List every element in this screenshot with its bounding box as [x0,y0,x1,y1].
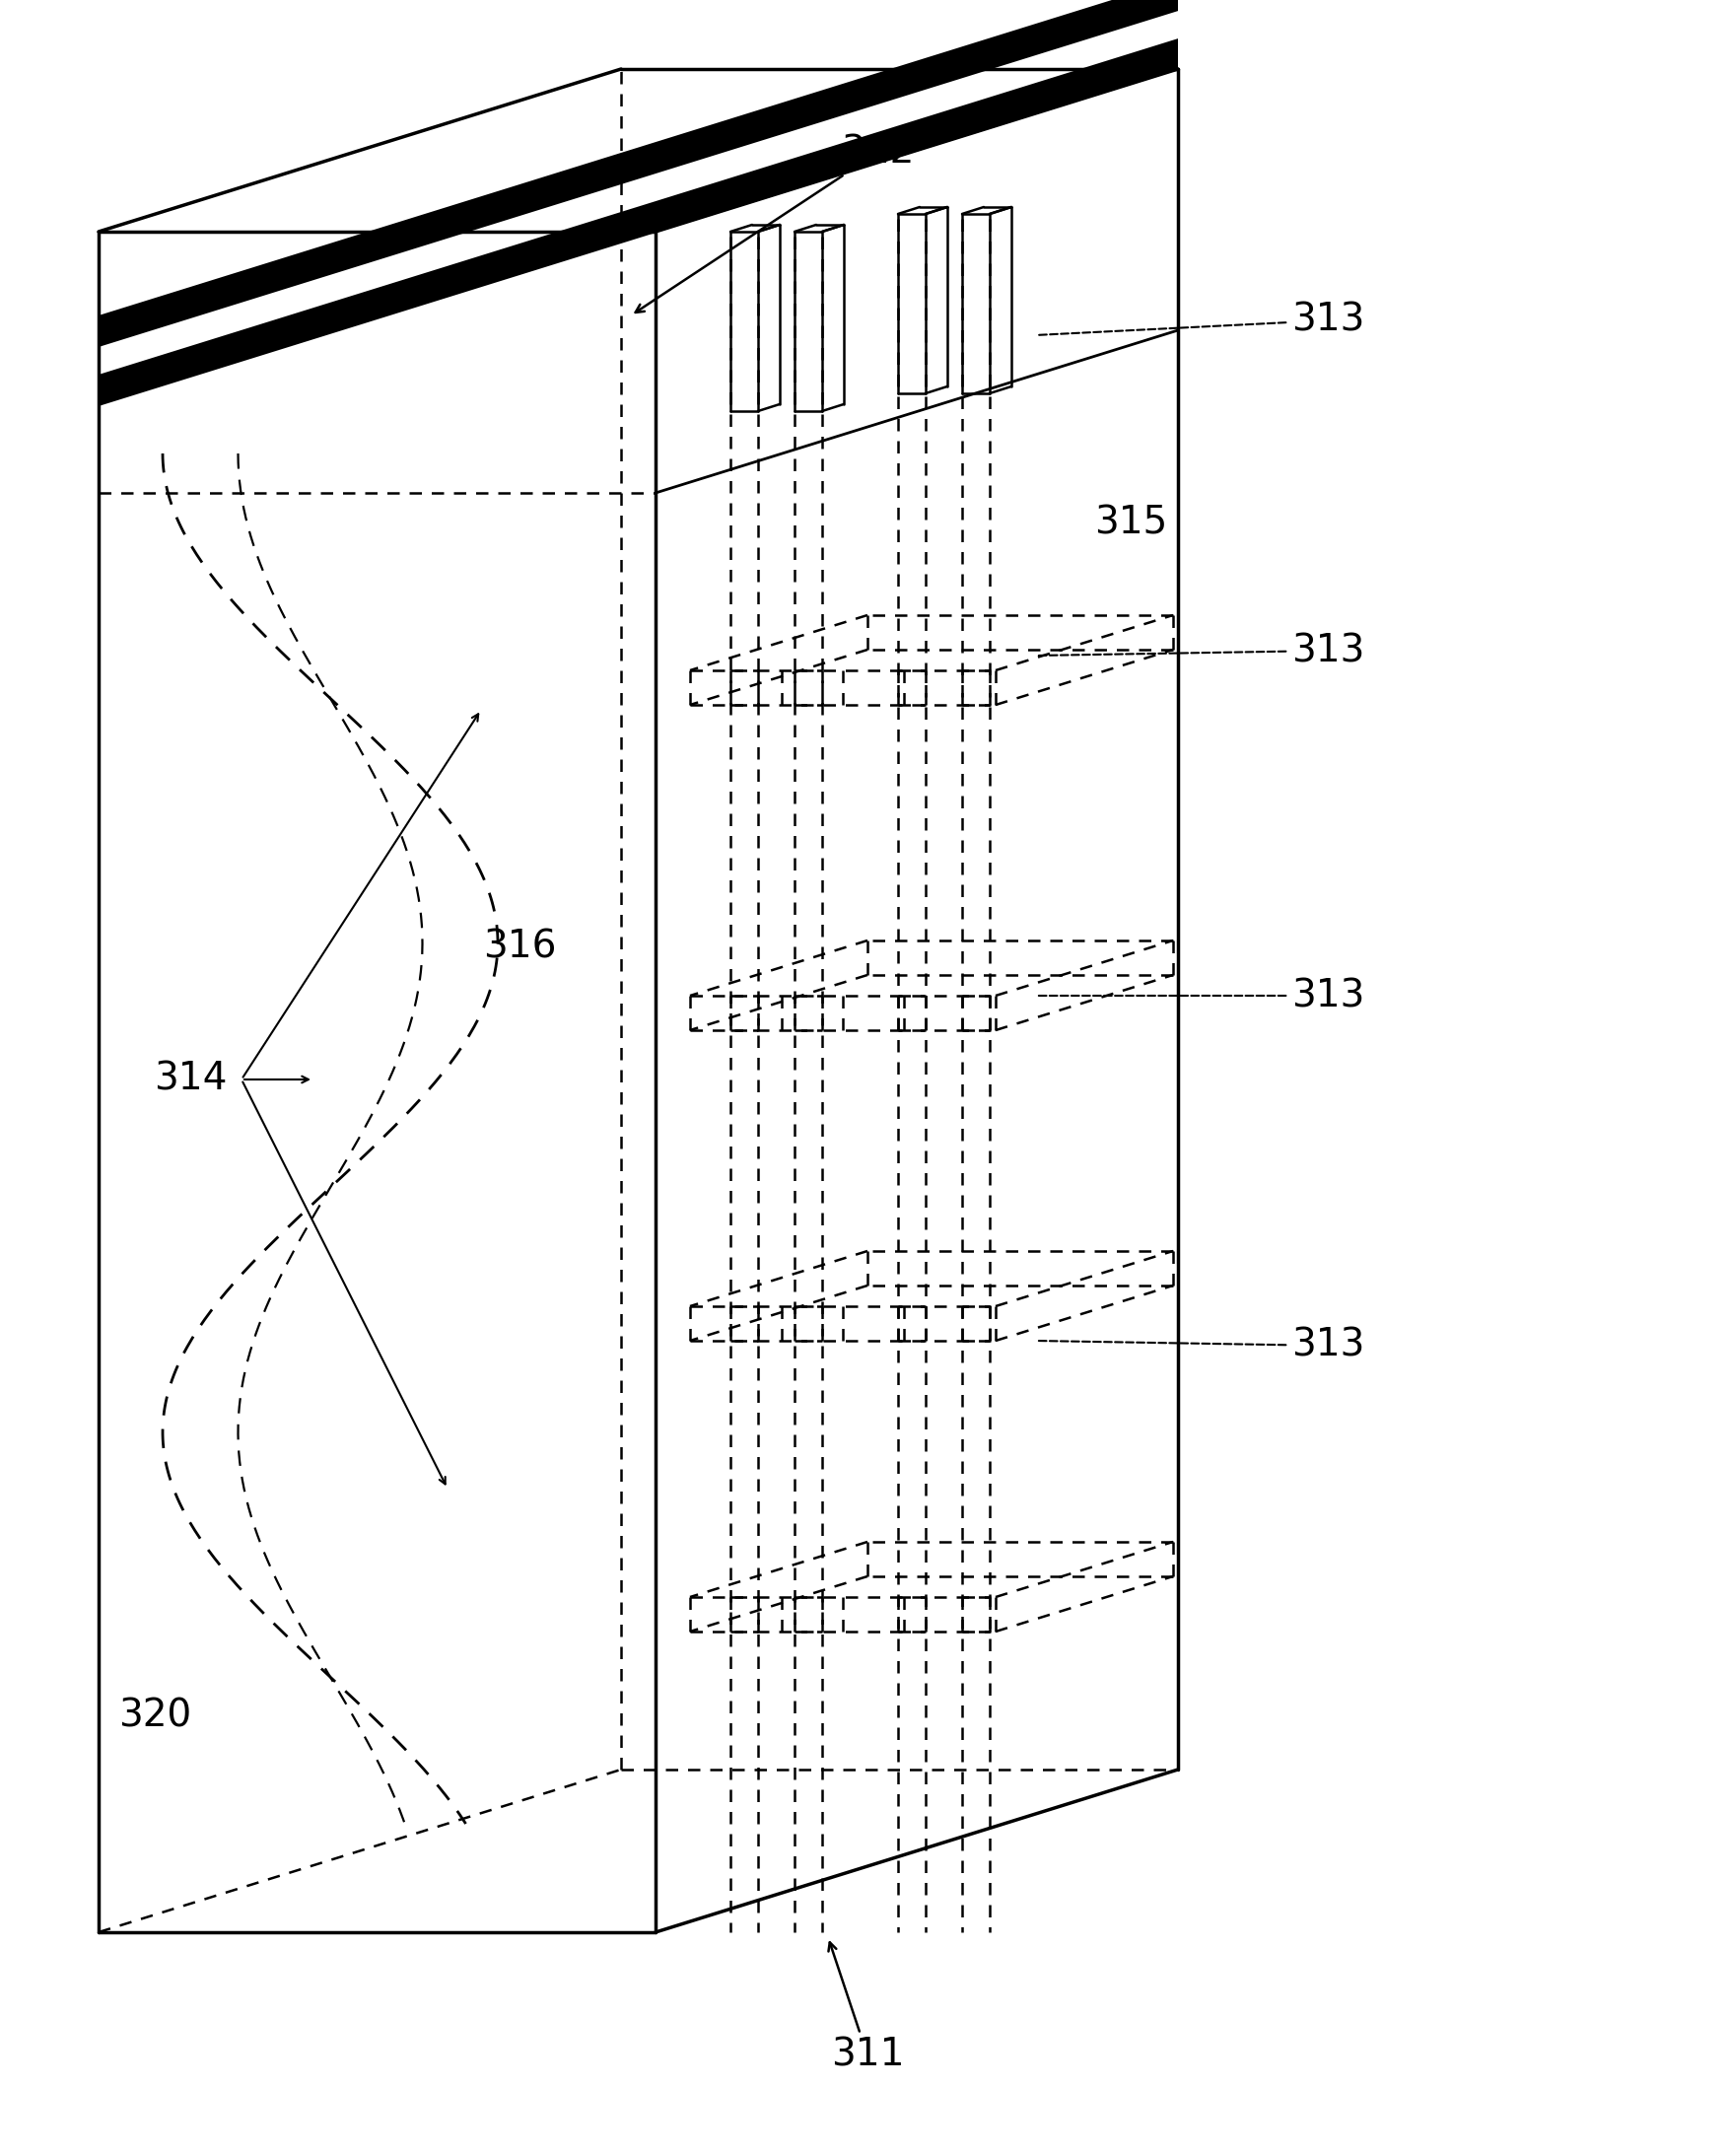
Polygon shape [99,0,1177,347]
Text: 313: 313 [1037,302,1364,338]
Text: 313: 313 [1037,977,1364,1015]
Text: 313: 313 [1037,632,1364,668]
Text: 312: 312 [636,134,915,313]
Text: 315: 315 [1094,505,1167,541]
Text: 314: 314 [154,1061,226,1097]
Text: 313: 313 [1037,1326,1364,1365]
Polygon shape [99,39,1177,405]
Text: 320: 320 [118,1697,192,1733]
Text: 311: 311 [828,1943,904,2074]
Text: 316: 316 [482,927,557,966]
